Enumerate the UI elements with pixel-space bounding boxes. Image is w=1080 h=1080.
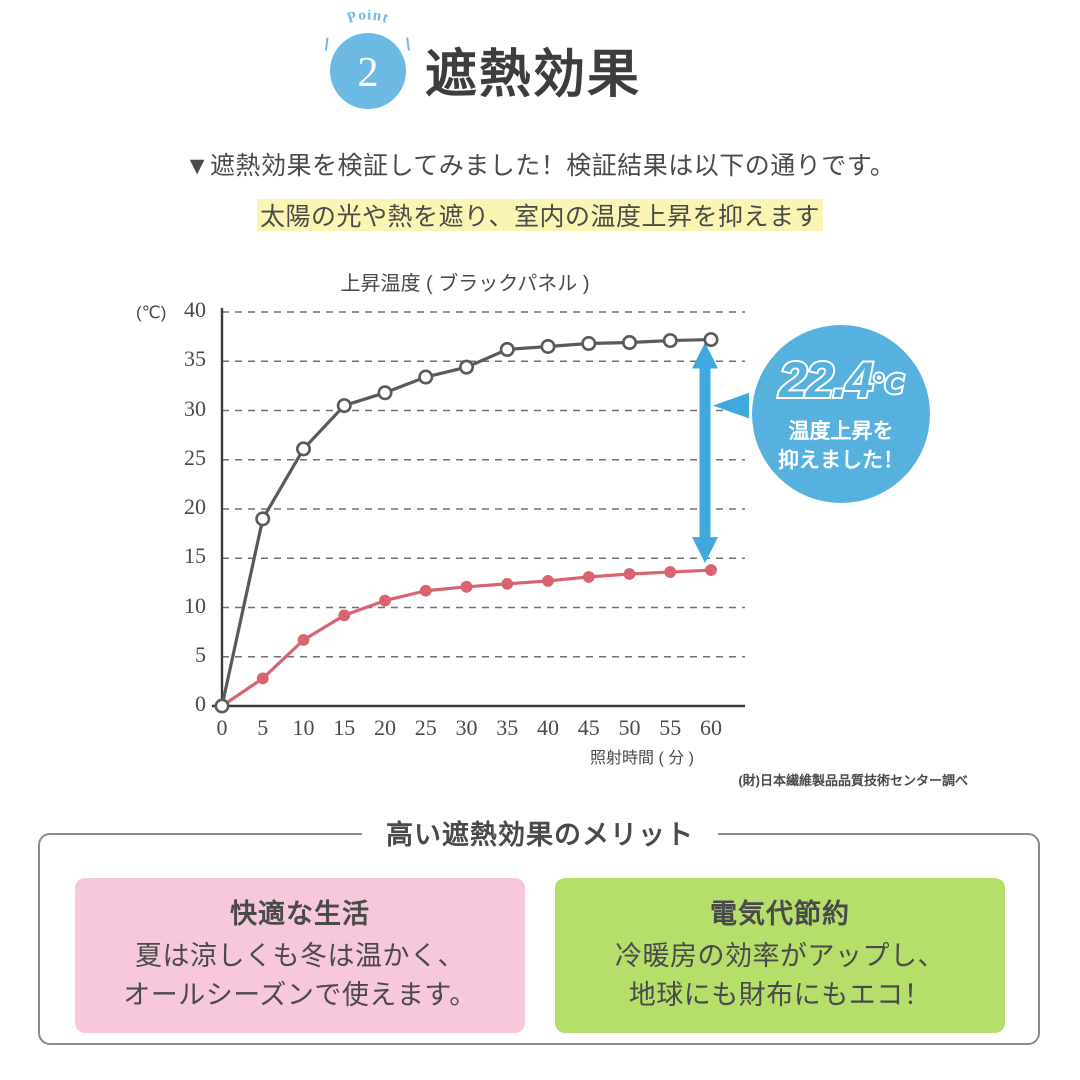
merit-heading: 高い遮熱効果のメリット [362, 813, 718, 852]
merit-card-line-2: オールシーズンで使えます。 [123, 980, 477, 1010]
point-number: 2 [357, 50, 379, 96]
y-tick-5: 5 [195, 641, 206, 667]
x-tick-10: 10 [292, 715, 315, 740]
lead-line-2-wrap: 太陽の光や熱を遮り、室内の温度上昇を抑えます [0, 197, 1080, 233]
chart-gridlines [222, 311, 745, 658]
lead-line-1: ▼遮熱効果を検証してみました！検証結果は以下の通りです。 [184, 152, 896, 180]
y-tick-10: 10 [184, 592, 206, 618]
chart-title: 上昇温度 ( ブラックパネル ) [340, 273, 590, 295]
x-tick-0: 0 [216, 715, 228, 740]
merit-card-line-2: 地球にも財布にもエコ！ [628, 980, 932, 1010]
badge-unit: ℃ [870, 367, 906, 401]
x-tick-20: 20 [374, 715, 396, 740]
badge-subtext-line-1: 温度上昇を [788, 420, 894, 443]
merit-card-title: 電気代節約 [710, 899, 850, 929]
x-tick-55: 55 [659, 715, 682, 740]
y-tick-25: 25 [184, 444, 206, 470]
page-title: 遮熱効果 [425, 46, 642, 104]
merit-heading-wrap: 高い遮熱効果のメリット [0, 813, 1080, 852]
merit-card-line-1: 夏は涼しくも冬は温かく、 [135, 941, 465, 971]
x-tick-60: 60 [700, 715, 722, 740]
y-tick-35: 35 [184, 346, 206, 372]
x-tick-15: 15 [333, 715, 356, 740]
badge-subtext: 温度上昇を 抑えました！ [752, 417, 930, 475]
y-tick-40: 40 [184, 297, 206, 322]
badge-value: 22.4℃ [752, 350, 930, 410]
y-axis-unit-label: (℃) [136, 303, 167, 322]
chart-series-layer [214, 332, 719, 714]
x-tick-30: 30 [455, 715, 478, 740]
chart-canvas [212, 308, 749, 714]
difference-arrow-annotation [692, 342, 749, 564]
badge-number: 22.4 [777, 350, 875, 410]
merit-card-electricity-saving: 電気代節約 冷暖房の効率がアップし、 地球にも財布にもエコ！ [555, 878, 1005, 1033]
chart-source-credit: (財)日本繊維製品品質技術センター調べ [738, 773, 968, 788]
y-tick-0: 0 [195, 691, 206, 716]
x-tick-40: 40 [537, 715, 559, 740]
point-label-arc: Point [345, 10, 391, 27]
x-tick-5: 5 [257, 715, 269, 740]
temperature-reduction-badge: 22.4℃ 温度上昇を 抑えました！ [752, 325, 930, 503]
y-tick-15: 15 [184, 543, 206, 569]
y-tick-30: 30 [184, 395, 206, 421]
merit-card-title: 快適な生活 [230, 899, 370, 929]
x-tick-35: 35 [496, 715, 519, 740]
merit-card-comfortable-life: 快適な生活 夏は涼しくも冬は温かく、 オールシーズンで使えます。 [75, 878, 525, 1033]
x-tick-45: 45 [577, 715, 600, 740]
y-tick-20: 20 [184, 494, 206, 519]
merit-cards: 快適な生活 夏は涼しくも冬は温かく、 オールシーズンで使えます。 電気代節約 冷… [75, 878, 1005, 1033]
temperature-chart: 上昇温度 ( ブラックパネル ) (℃) 0 5 10 15 20 25 30 35 40 0 5… [0, 255, 1080, 944]
point-badge: Point \ / 2 [321, 10, 413, 109]
x-tick-50: 50 [618, 715, 641, 740]
svg-text:Point: Point [345, 10, 391, 27]
x-tick-25: 25 [414, 715, 437, 740]
badge-subtext-line-2: 抑えました！ [778, 449, 904, 472]
page-header: Point \ / 2 遮熱効果 [0, 0, 1080, 125]
point-circle [330, 33, 406, 109]
lead-line-2-highlighted: 太陽の光や熱を遮り、室内の温度上昇を抑えます [256, 197, 823, 233]
merit-card-line-1: 冷暖房の効率がアップし、 [615, 941, 945, 971]
point-word: Point [345, 10, 390, 27]
x-axis-label: 照射時間 ( 分 ) [590, 750, 694, 767]
